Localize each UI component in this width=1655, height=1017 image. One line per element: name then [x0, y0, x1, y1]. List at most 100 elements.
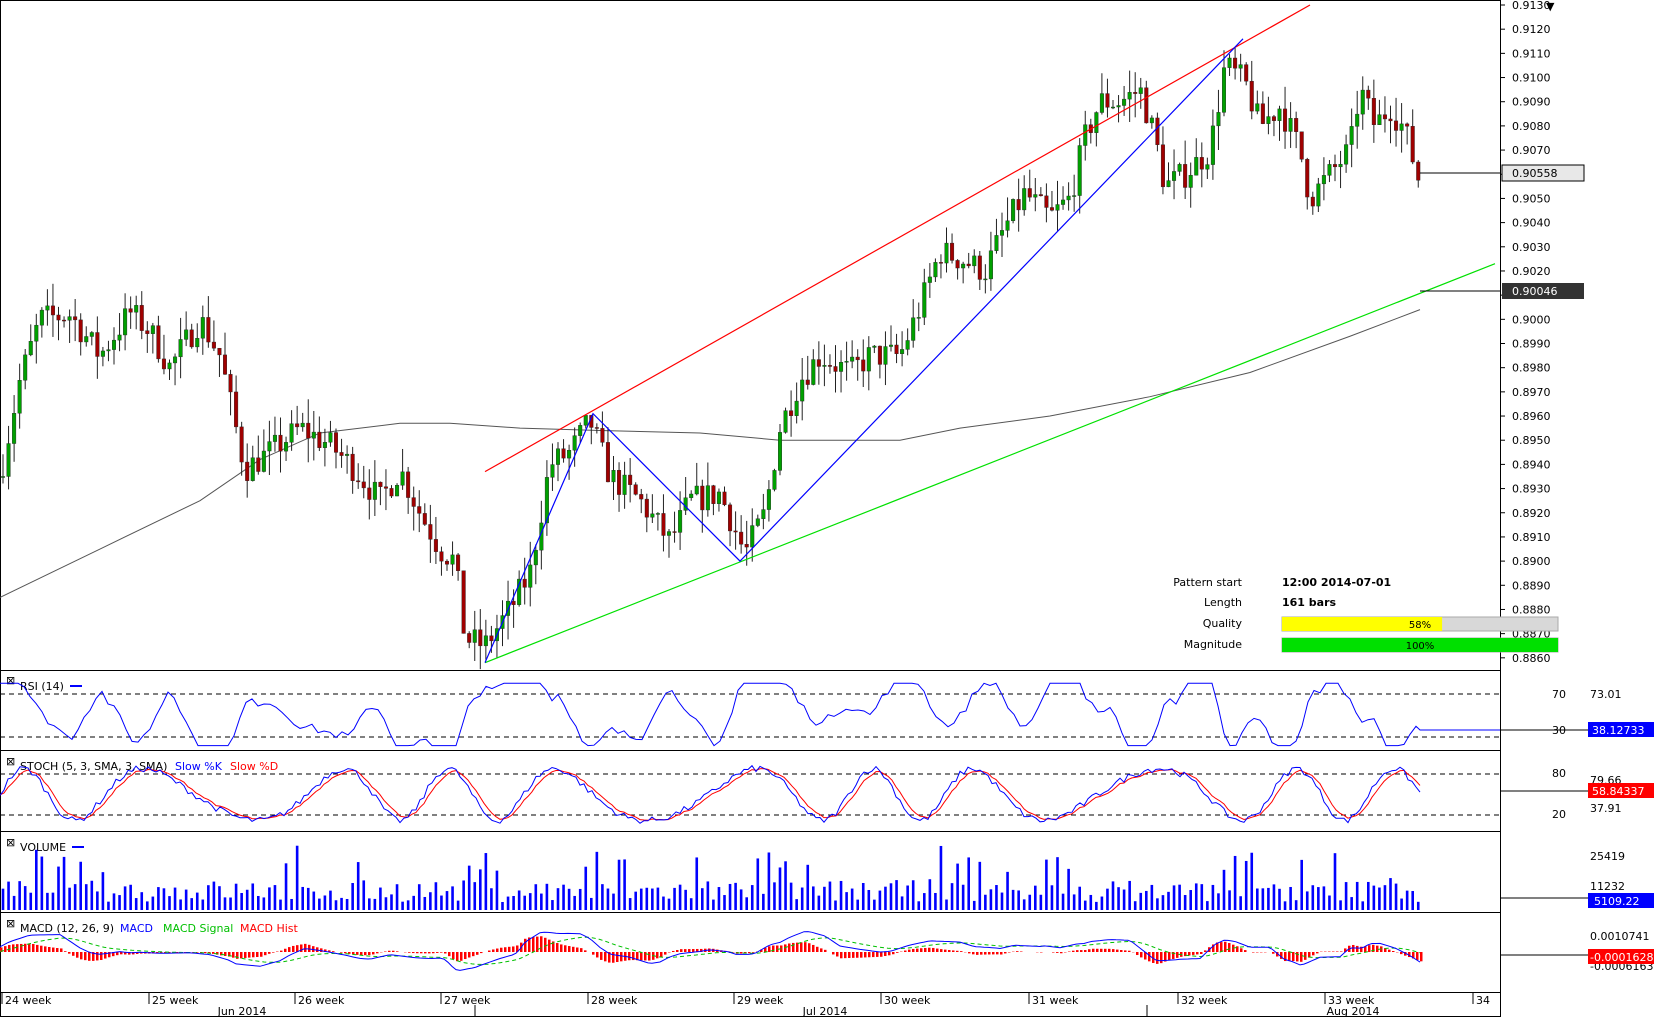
macd-hist-bar — [556, 943, 559, 952]
volume-bar — [528, 893, 532, 910]
candle-body — [6, 443, 11, 477]
macd-hist-bar — [844, 952, 847, 959]
macd-hist-bar — [80, 952, 83, 960]
week-label: 29 week — [737, 994, 784, 1007]
macd-hist-bar — [1288, 952, 1291, 962]
macd-hist-bar — [1204, 950, 1207, 952]
macd-hist-bar — [332, 951, 335, 952]
candle-body — [1410, 126, 1415, 163]
macd-hist-bar — [508, 946, 511, 952]
volume-bar — [534, 884, 538, 910]
macd-hist-bar — [272, 952, 275, 953]
volume-bar — [656, 887, 660, 910]
candle-body — [1283, 108, 1288, 132]
volume-tick-top: 25419 — [1590, 850, 1625, 863]
pattern-info: Pattern start 12:00 2014-07-01 Length 16… — [1173, 576, 1559, 653]
volume-bar — [23, 886, 27, 910]
candle-body — [222, 354, 227, 375]
macd-hist-bar — [16, 944, 19, 952]
volume-bar — [590, 897, 593, 910]
macd-hist-bar — [564, 945, 567, 952]
volume-bar — [201, 899, 205, 910]
candle-body — [561, 448, 566, 459]
macd-hist-bar — [352, 952, 355, 955]
candle-body — [1166, 180, 1171, 188]
volume-bar — [745, 897, 748, 910]
macd-hist-bar — [216, 952, 219, 955]
volume-bar — [1339, 900, 1342, 910]
volume-bar — [140, 892, 144, 910]
rsi-value: 38.12733 — [1592, 724, 1645, 737]
macd-hist-bar — [416, 952, 419, 954]
candle-body — [1299, 131, 1304, 160]
volume-bar — [195, 892, 199, 910]
volume-bar — [1106, 888, 1109, 910]
macd-hist-bar — [608, 952, 611, 963]
volume-bar — [306, 887, 310, 910]
candle-body — [450, 554, 455, 565]
candle-body — [661, 513, 666, 536]
candle-body — [611, 470, 616, 483]
volume-bar — [1111, 881, 1115, 910]
month-label: Aug 2014 — [1327, 1005, 1380, 1017]
macd-hist-bar — [1292, 952, 1295, 961]
stoch-80-label: 80 — [1552, 767, 1566, 780]
volume-bar — [834, 900, 837, 910]
volume-bar — [329, 890, 332, 910]
candle-body — [911, 317, 916, 341]
macd-hist-bar — [1360, 946, 1363, 952]
volume-bar — [1272, 884, 1276, 910]
volume-close-icon[interactable]: ⊠ — [6, 836, 15, 849]
candle-body — [178, 339, 183, 358]
candle-body — [12, 413, 17, 444]
svg-text:▼: ▼ — [1546, 0, 1555, 13]
candle-body — [778, 432, 783, 471]
macd-hist-bar — [1096, 948, 1099, 952]
macd-hist-bar — [768, 946, 771, 952]
rsi-close-icon[interactable]: ⊠ — [6, 674, 15, 687]
macd-hist-bar — [860, 952, 863, 958]
candle-body — [1266, 116, 1271, 124]
volume-bar — [884, 886, 887, 910]
macd-hist-bar — [920, 948, 923, 952]
macd-hist-bar — [444, 952, 447, 954]
volume-bar — [1378, 887, 1381, 910]
volume-bar — [179, 899, 182, 910]
volume-bar — [1095, 901, 1098, 910]
price-tick-label: 0.8880 — [1512, 603, 1551, 616]
volume-bar — [345, 898, 349, 910]
candle-body — [34, 324, 39, 342]
macd-hist-bar — [1176, 952, 1179, 958]
volume-bar — [878, 890, 882, 910]
volume-bar — [995, 885, 998, 910]
volume-bar — [1156, 898, 1159, 910]
pattern-start-label: Pattern start — [1173, 576, 1242, 589]
candle-body — [839, 362, 844, 372]
candle-body — [772, 470, 777, 490]
macd-hist-bar — [956, 950, 959, 952]
macd-value: -0.0001628 — [1590, 951, 1653, 964]
macd-hist-bar — [492, 949, 495, 952]
volume-bar — [351, 883, 354, 910]
volume-bar — [1350, 897, 1353, 910]
volume-bar — [867, 889, 871, 910]
stoch-close-icon[interactable]: ⊠ — [6, 755, 15, 768]
macd-hist-bar — [528, 937, 531, 952]
macd-hist-bar — [504, 947, 507, 952]
macd-close-icon[interactable]: ⊠ — [6, 917, 15, 930]
macd-hist-bar — [628, 952, 631, 961]
macd-hist-bar — [904, 950, 907, 952]
volume-bar — [1161, 895, 1165, 910]
macd-hist-bar — [532, 937, 535, 952]
macd-hist-bar — [944, 949, 947, 952]
macd-hist-bar — [1392, 950, 1395, 952]
macd-hist-bar — [636, 952, 639, 961]
volume-bar — [1000, 892, 1004, 910]
candle-body — [528, 564, 533, 588]
macd-hist-bar — [852, 952, 855, 958]
candle-body — [694, 485, 699, 495]
price-tick-label: 0.8920 — [1512, 507, 1551, 520]
macd-signal-line — [0, 936, 1421, 965]
volume-bar — [850, 888, 854, 910]
